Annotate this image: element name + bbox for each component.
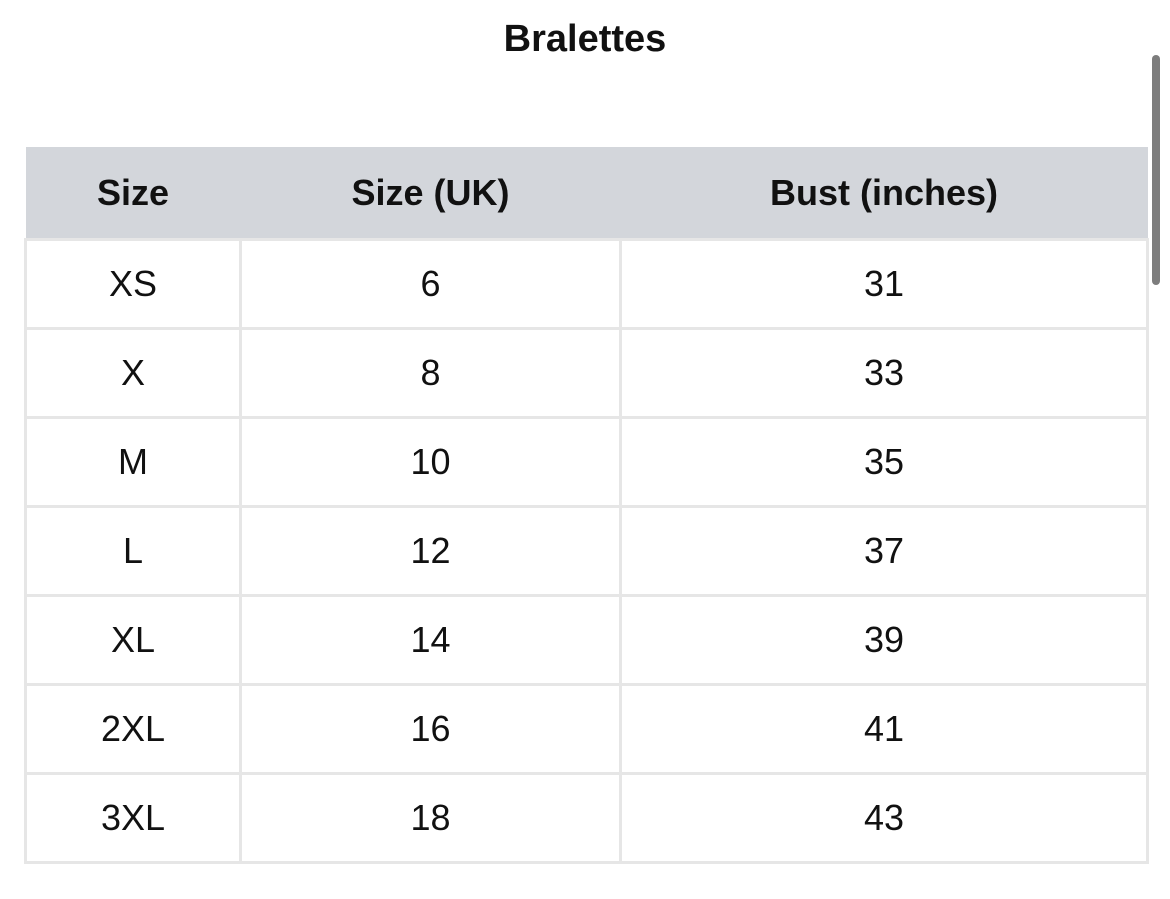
header-size-uk: Size (UK) bbox=[240, 147, 621, 240]
header-bust: Bust (inches) bbox=[620, 147, 1148, 240]
table-row: 3XL 18 43 bbox=[24, 772, 1149, 864]
cell-bust: 41 bbox=[619, 683, 1149, 775]
cell-size-uk: 6 bbox=[239, 238, 622, 330]
cell-size: XS bbox=[24, 238, 242, 330]
header-size: Size bbox=[25, 147, 241, 240]
page-title: Bralettes bbox=[503, 18, 667, 60]
cell-bust: 43 bbox=[619, 772, 1149, 864]
cell-size: 2XL bbox=[24, 683, 242, 775]
scrollbar[interactable] bbox=[1152, 55, 1160, 285]
table-row: M 10 35 bbox=[24, 416, 1149, 508]
cell-size: 3XL bbox=[24, 772, 242, 864]
cell-size: XL bbox=[24, 594, 242, 686]
table-row: L 12 37 bbox=[24, 505, 1149, 597]
cell-size-uk: 16 bbox=[239, 683, 622, 775]
cell-size-uk: 10 bbox=[239, 416, 622, 508]
size-chart-table: Size Size (UK) Bust (inches) XS 6 31 X 8 33 M 1… bbox=[24, 147, 1149, 864]
cell-bust: 39 bbox=[619, 594, 1149, 686]
cell-size: X bbox=[24, 327, 242, 419]
cell-size-uk: 18 bbox=[239, 772, 622, 864]
cell-size-uk: 14 bbox=[239, 594, 622, 686]
table-row: 2XL 16 41 bbox=[24, 683, 1149, 775]
cell-bust: 37 bbox=[619, 505, 1149, 597]
cell-size-uk: 8 bbox=[239, 327, 622, 419]
table-row: XL 14 39 bbox=[24, 594, 1149, 686]
cell-bust: 33 bbox=[619, 327, 1149, 419]
cell-size: L bbox=[24, 505, 242, 597]
cell-size: M bbox=[24, 416, 242, 508]
cell-size-uk: 12 bbox=[239, 505, 622, 597]
cell-bust: 35 bbox=[619, 416, 1149, 508]
table-header-row: Size Size (UK) Bust (inches) bbox=[25, 147, 1148, 240]
table-row: XS 6 31 bbox=[24, 238, 1149, 330]
cell-bust: 31 bbox=[619, 238, 1149, 330]
table-row: X 8 33 bbox=[24, 327, 1149, 419]
